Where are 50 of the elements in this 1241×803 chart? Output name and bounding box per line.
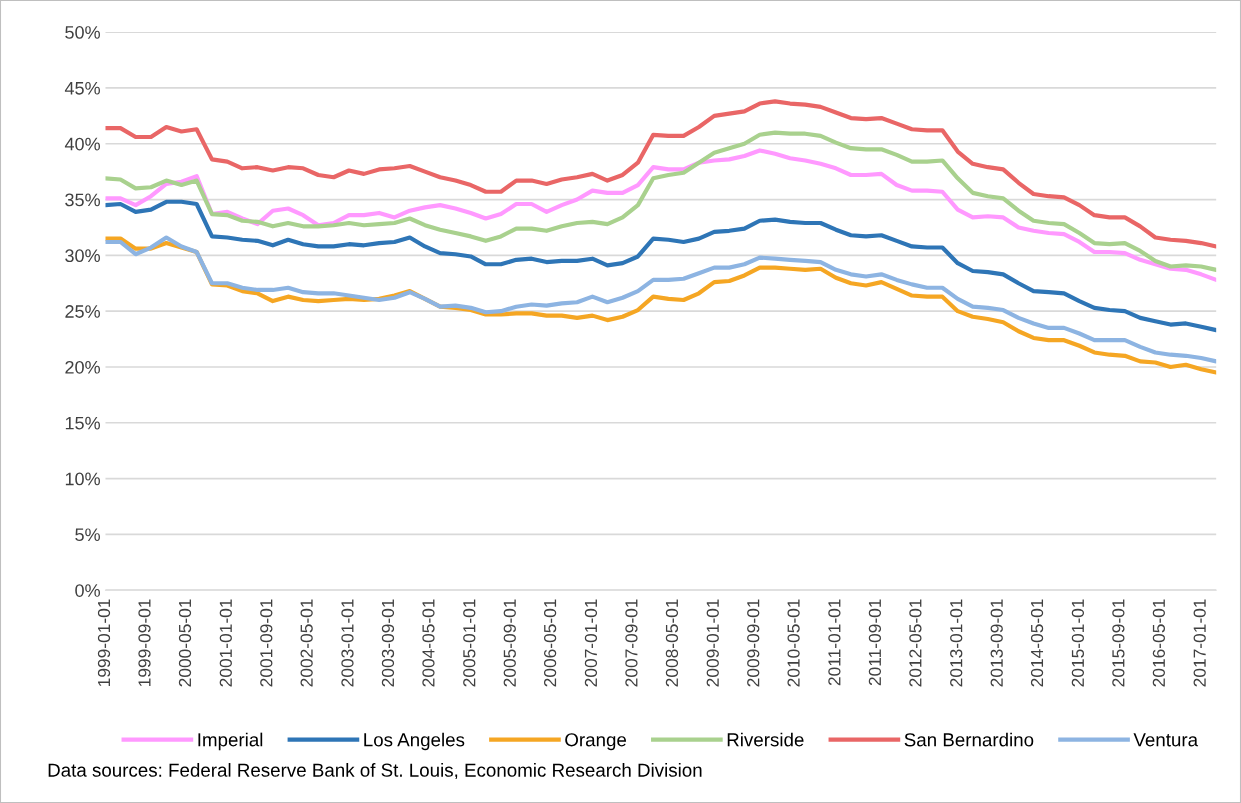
legend-label: Los Angeles [364, 732, 465, 751]
x-tick-label: 2004-05-01 [422, 599, 435, 687]
x-tick-label: 2001-01-01 [219, 599, 232, 687]
line-series [105, 148, 1217, 282]
y-tick-label: 40% [64, 137, 100, 151]
x-tick-label: 2005-09-01 [503, 599, 516, 687]
x-tick-label: 2013-09-01 [990, 599, 1003, 687]
x-tick-label: 2011-09-01 [868, 599, 882, 686]
x-tick-label: 2017-01-01 [1193, 599, 1206, 687]
legend-label: Riverside [727, 732, 804, 747]
y-tick-label: 5% [75, 528, 100, 542]
y-tick-label: 0% [75, 584, 100, 597]
x-tick-label: 2008-05-01 [665, 599, 679, 687]
x-tick-label: 2001-09-01 [260, 599, 273, 687]
x-tick-label: 2007-09-01 [625, 599, 638, 687]
legend-label: Orange [565, 733, 627, 751]
x-tick-label: 2015-01-01 [1071, 599, 1085, 687]
x-tick-label: 2005-01-01 [463, 599, 476, 687]
x-tick-label: 2016-05-01 [1152, 599, 1166, 687]
x-tick-label: 2011-01-01 [828, 599, 841, 686]
x-tick-label: 2002-05-01 [300, 599, 313, 687]
x-tick-label: 2009-01-01 [706, 599, 719, 687]
y-tick-label: 35% [65, 193, 100, 207]
x-tick-label: 2000-05-01 [178, 599, 192, 687]
line-series [105, 130, 1217, 272]
x-tick-label: 2003-01-01 [341, 599, 354, 687]
legend-label: Imperial [198, 732, 263, 751]
x-tick-label: 1999-01-01 [97, 599, 111, 687]
x-tick-label: 2003-09-01 [381, 599, 395, 687]
x-tick-label: 2014-05-01 [1030, 599, 1044, 687]
x-tick-label: 2010-05-01 [787, 599, 800, 687]
x-tick-label: 2009-09-01 [747, 599, 760, 687]
y-tick-label: 15% [65, 416, 100, 430]
x-tick-label: 2007-01-01 [584, 599, 598, 687]
y-tick-label: 20% [65, 360, 100, 374]
x-tick-label: 1999-09-01 [138, 599, 151, 687]
y-tick-label: 25% [65, 305, 100, 318]
line-series [105, 99, 1217, 249]
x-tick-label: 2013-01-01 [950, 599, 963, 687]
text: Data sources: Federal Reserve Bank of St. Louis, Economic Research Division [48, 763, 702, 780]
y-tick-label: 30% [65, 249, 100, 263]
y-tick-label: 10% [65, 472, 100, 486]
x-tick-label: 2006-05-01 [543, 599, 557, 687]
y-tick-label: 45% [64, 81, 100, 95]
legend-label: Ventura [1133, 733, 1199, 747]
x-tick-label: 2015-09-01 [1112, 599, 1125, 687]
line-series [105, 199, 1217, 333]
legend-label: San Bernardino [904, 732, 1034, 747]
x-tick-label: 2012-05-01 [909, 599, 922, 687]
y-tick-label: 50% [65, 26, 100, 39]
